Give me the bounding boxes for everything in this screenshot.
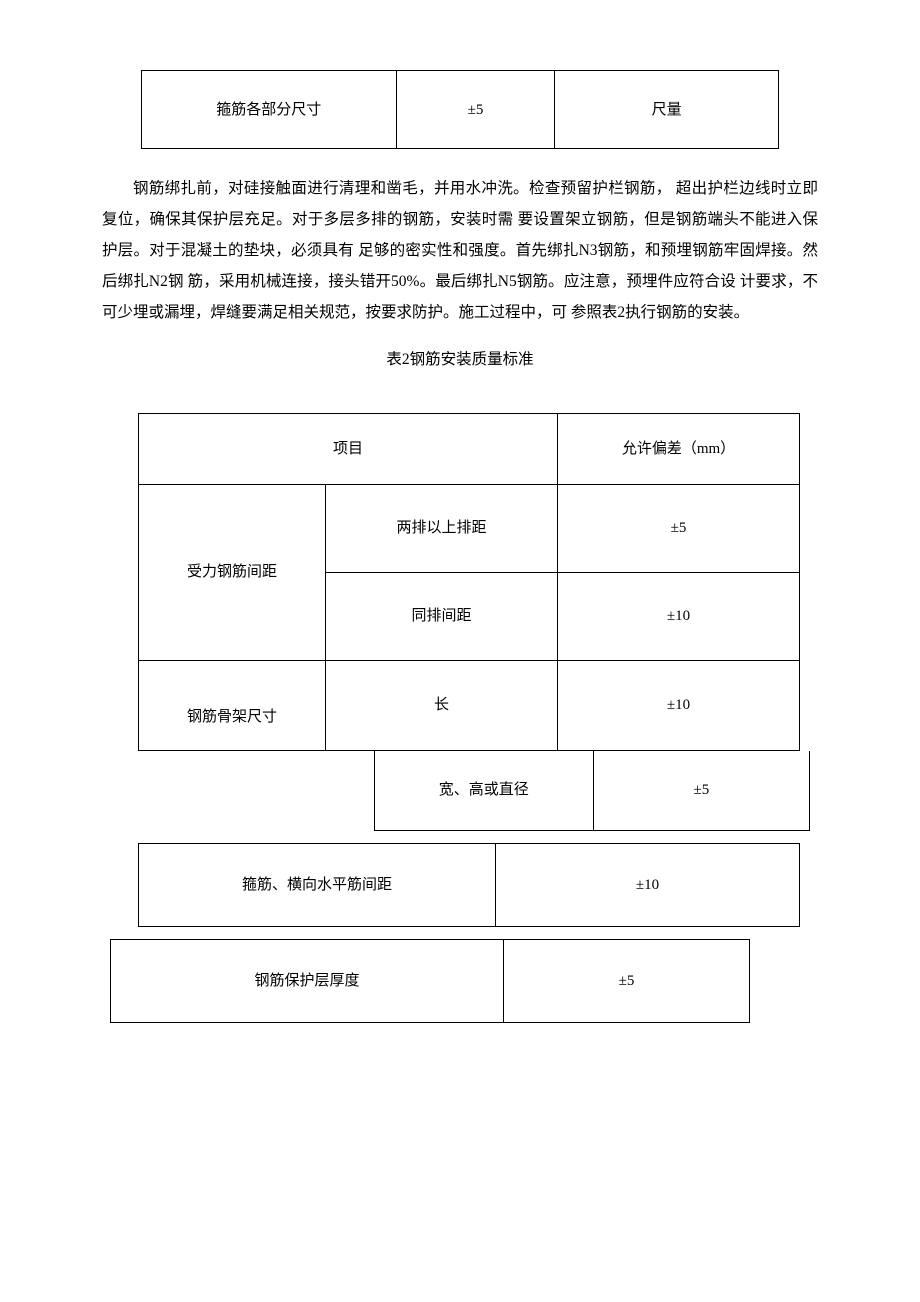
t2-g2-sub2: 宽、高或直径: [374, 751, 594, 831]
table2-caption: 表2钢筋安装质量标准: [100, 348, 820, 373]
body-paragraph: 钢筋绑扎前，对硅接触面进行清理和凿毛，并用水冲洗。检查预留护栏钢筋， 超出护栏边…: [100, 173, 820, 328]
t2-hdr-project: 项目: [138, 413, 558, 485]
t2-g1-label: 受力钢筋间距: [138, 485, 326, 661]
t2-row3: 箍筋、横向水平筋间距 ±10: [110, 843, 810, 927]
t2-r4-val: ±5: [504, 939, 750, 1023]
t2-g2-sub1: 长: [326, 661, 558, 751]
t2-g2-label: 钢筋骨架尺寸: [138, 661, 326, 751]
table1-row: 箍筋各部分尺寸 ±5 尺量: [142, 71, 779, 149]
t2-g1-sub2: 同排间距: [326, 573, 558, 661]
t2-g2-val2: ±5: [594, 751, 810, 831]
t2-group1: 受力钢筋间距 两排以上排距 ±5 同排间距 ±10: [110, 485, 810, 661]
t2-g1-val2: ±10: [558, 573, 800, 661]
t1-col1: 箍筋各部分尺寸: [142, 71, 397, 149]
t2-header-row: 项目 允许偏差（mm）: [110, 413, 810, 485]
t1-col2: ±5: [396, 71, 555, 149]
t2-r3-label: 箍筋、横向水平筋间距: [138, 843, 496, 927]
table1: 箍筋各部分尺寸 ±5 尺量: [141, 70, 779, 149]
table2: 项目 允许偏差（mm） 受力钢筋间距 两排以上排距 ±5 同排间距 ±10 钢筋…: [110, 413, 810, 1023]
t2-g1-sub1: 两排以上排距: [326, 485, 558, 573]
t2-hdr-tolerance: 允许偏差（mm）: [558, 413, 800, 485]
t2-r3-val: ±10: [496, 843, 800, 927]
t2-g1-val1: ±5: [558, 485, 800, 573]
t2-g2-val1: ±10: [558, 661, 800, 751]
t2-r4-label: 钢筋保护层厚度: [110, 939, 504, 1023]
t2-group2-row1: 钢筋骨架尺寸 长 ±10: [110, 661, 810, 751]
t1-col3: 尺量: [555, 71, 779, 149]
t2-group2-row2: 宽、高或直径 ±5: [182, 751, 810, 831]
t2-row4: 钢筋保护层厚度 ±5: [110, 939, 810, 1023]
